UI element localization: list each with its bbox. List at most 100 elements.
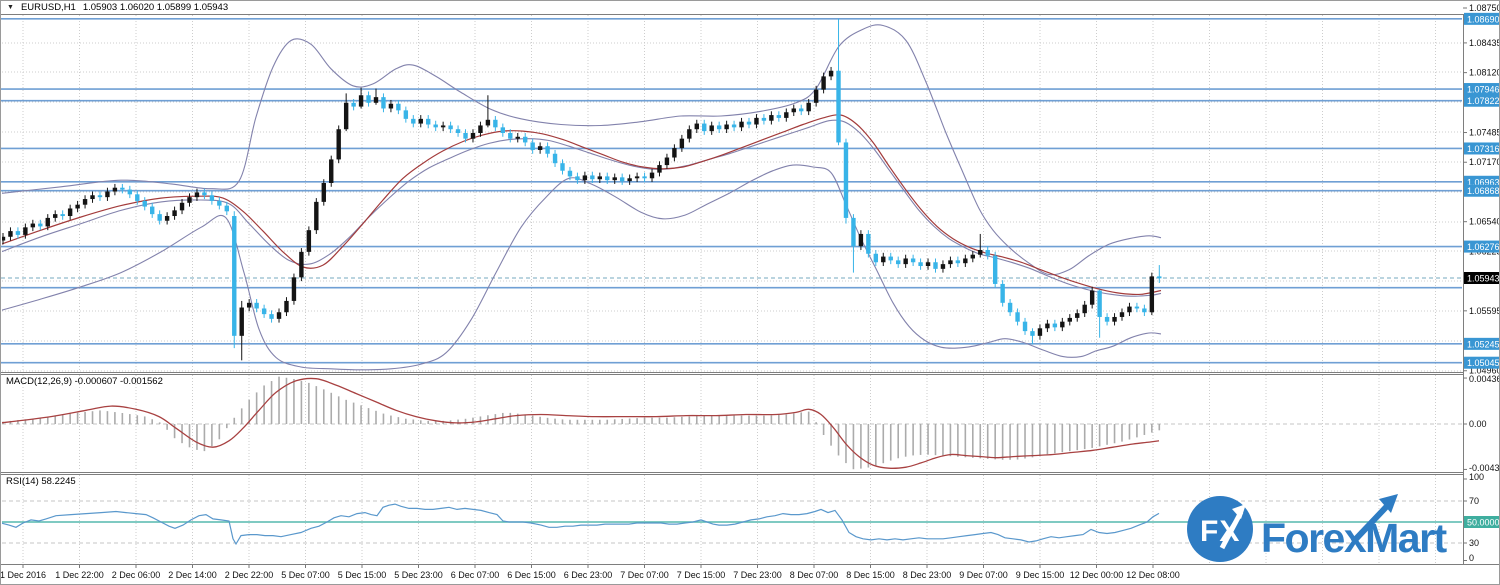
- candle-body: [343, 102, 349, 130]
- macd-axis-label: 0.004367: [1469, 374, 1500, 384]
- time-axis-label: 9 Dec 15:00: [1016, 570, 1065, 580]
- support-resistance-lines: [1, 18, 1462, 364]
- price-level-badge: 1.05045: [1464, 356, 1500, 369]
- time-axis-label: 8 Dec 07:00: [790, 570, 839, 580]
- time-axis-label: 6 Dec 07:00: [451, 570, 500, 580]
- candle-body: [1037, 328, 1043, 336]
- candle-body: [896, 260, 901, 265]
- forexmart-logo: FX ForexMart: [1187, 494, 1449, 562]
- candle-body: [1075, 313, 1080, 318]
- candle-body: [694, 123, 699, 130]
- candle-body: [1134, 306, 1140, 309]
- chart-symbol-label: EURUSD,H1: [20, 2, 76, 13]
- price-level-badge-text: 1.08690: [1467, 14, 1500, 24]
- candle-body: [381, 97, 386, 109]
- price-level-badge-text: 1.05045: [1467, 358, 1500, 368]
- candle-body: [1089, 290, 1095, 305]
- price-axis-label: 1.05595: [1469, 306, 1500, 316]
- candle-body: [2, 236, 6, 241]
- candle-body: [657, 165, 662, 173]
- price-level-badge: 1.06868: [1464, 184, 1499, 197]
- candle-body: [358, 95, 364, 107]
- time-axis-label: 1 Dec 22:00: [55, 570, 104, 580]
- candle-body: [940, 264, 946, 269]
- candle-body: [440, 125, 446, 128]
- time-axis-label: 7 Dec 07:00: [620, 570, 669, 580]
- candle-body: [1007, 302, 1013, 313]
- price-axis-label: 1.08750: [1469, 3, 1500, 13]
- candle-body: [246, 302, 252, 308]
- candle-body: [194, 192, 200, 198]
- candle-body: [112, 187, 118, 192]
- candle-body: [605, 176, 610, 181]
- candle-body: [67, 208, 73, 217]
- candle-body: [888, 256, 893, 261]
- candle-body: [493, 119, 498, 128]
- time-axis-label: 12 Dec 00:00: [1070, 570, 1124, 580]
- price-pane[interactable]: [1, 18, 1162, 371]
- time-axis-label: 6 Dec 23:00: [564, 570, 613, 580]
- price-axis-label: 1.04960: [1469, 366, 1500, 376]
- candle-body: [1060, 321, 1065, 328]
- macd-histogram: [2, 376, 1161, 470]
- candle-body: [769, 115, 774, 121]
- macd-pane[interactable]: [1, 376, 1161, 470]
- chart-ohlc-values: 1.05903 1.06020 1.05899 1.05943: [82, 2, 229, 13]
- candle-body: [172, 210, 177, 217]
- candle-body: [150, 206, 155, 215]
- candle-body: [1015, 312, 1020, 322]
- rsi-axis-label: 0: [1469, 553, 1474, 563]
- candle-body: [82, 199, 88, 205]
- candle-body: [224, 205, 229, 212]
- time-axis-label: 8 Dec 15:00: [846, 570, 895, 580]
- price-level-badge-text: 1.06963: [1467, 177, 1500, 187]
- candle-body: [910, 258, 916, 263]
- candle-body: [485, 119, 491, 126]
- rsi-indicator-label: RSI(14) 58.2245: [6, 476, 76, 487]
- indicator-level-lines: [2, 423, 1462, 544]
- candle-body: [351, 102, 356, 107]
- symbol-dropdown-icon[interactable]: ▼: [7, 4, 14, 11]
- candle-body: [217, 200, 222, 206]
- candle-body: [1052, 323, 1058, 328]
- candle-body: [45, 217, 50, 227]
- candle-body: [724, 124, 729, 130]
- candle-body: [187, 197, 192, 203]
- time-axis-label: 6 Dec 15:00: [507, 570, 556, 580]
- candle-body: [903, 258, 908, 265]
- logo-arrowhead: [1379, 494, 1398, 513]
- macd-signal-line: [2, 377, 1160, 469]
- candle-body: [731, 124, 737, 128]
- price-level-badge: 1.06276: [1464, 240, 1499, 253]
- candle-body: [418, 118, 423, 124]
- candle-body: [709, 125, 714, 132]
- candle-body: [970, 254, 975, 259]
- candle-body: [985, 249, 990, 256]
- candle-body: [60, 214, 65, 217]
- candle-body: [1149, 276, 1155, 313]
- time-axis[interactable]: 1 Dec 2016 1 Dec 22:00 2 Dec 06:00 2 Dec 14…: [1, 565, 1180, 580]
- candle-body: [799, 108, 804, 112]
- price-axis[interactable]: 1.08750 1.08435 1.08120 1.07485 1.07170 1.065…: [1463, 3, 1500, 564]
- candle-body: [90, 195, 95, 200]
- candle-body: [619, 177, 625, 182]
- candle-body: [455, 129, 461, 133]
- price-axis-label: 1.08120: [1469, 68, 1500, 78]
- candle-body: [739, 121, 744, 128]
- candle-body: [164, 216, 170, 221]
- candle-body: [992, 255, 998, 284]
- grid-lines: [2, 15, 1462, 563]
- pane-borders: [1, 14, 1499, 565]
- price-level-badge-text: 1.05245: [1467, 339, 1500, 349]
- candle-body: [291, 277, 297, 301]
- macd-axis-label: 0.00: [1469, 419, 1487, 429]
- candle-body: [306, 230, 312, 252]
- candle-body: [836, 70, 841, 143]
- price-level-badge-text: 1.07822: [1467, 96, 1500, 106]
- candle-body: [776, 115, 782, 118]
- rsi-line: [2, 503, 1160, 546]
- candle-body: [866, 233, 871, 254]
- candle-body: [1022, 321, 1028, 332]
